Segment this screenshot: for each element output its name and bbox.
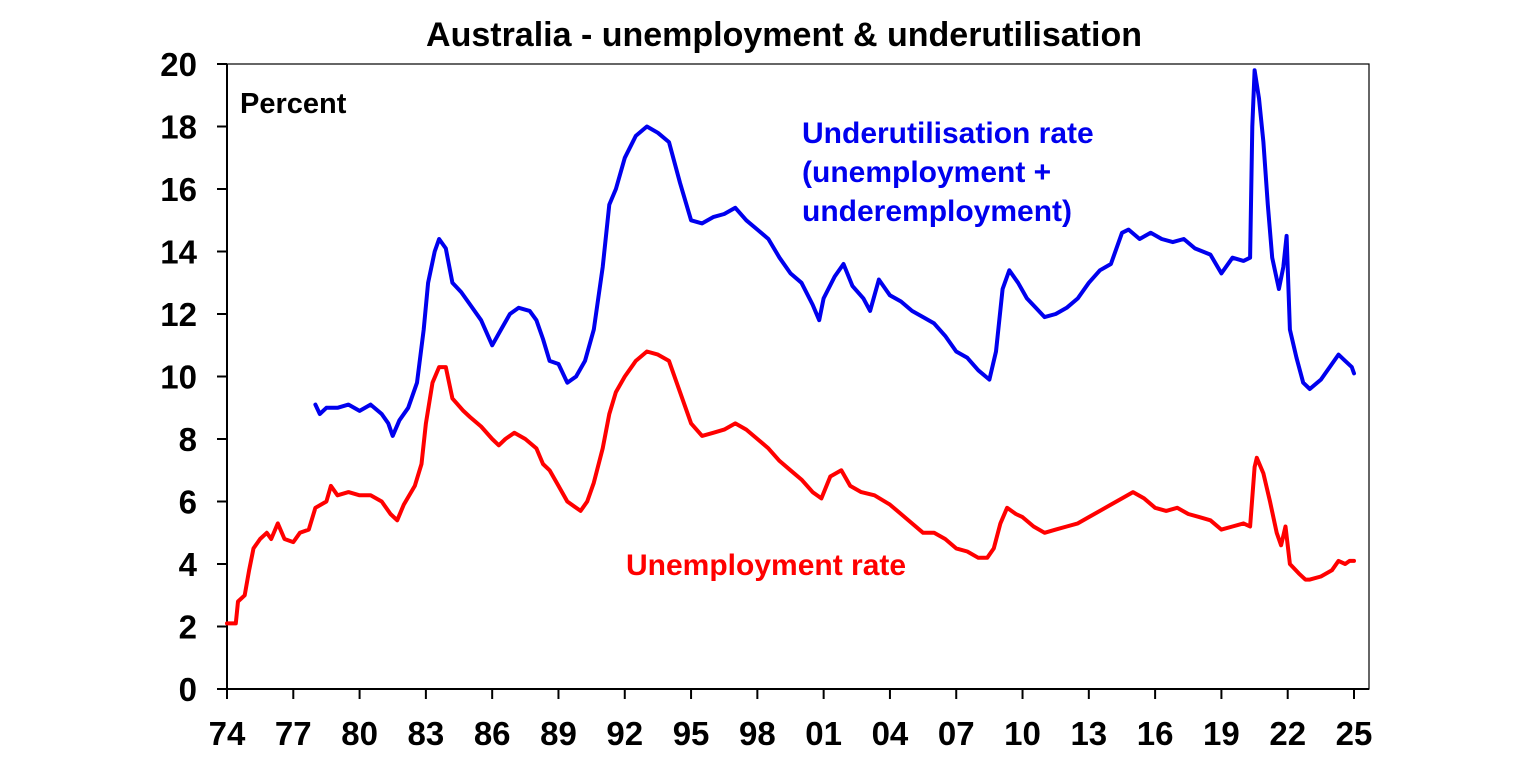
x-tick-label: 07 <box>938 715 975 752</box>
x-tick-label: 92 <box>606 715 643 752</box>
x-tick-label: 86 <box>474 715 511 752</box>
underutilisation-annotation-line-2: (unemployment + <box>802 156 1051 189</box>
x-tick-label: 83 <box>408 715 445 752</box>
unemployment-annotation: Unemployment rate <box>626 549 906 582</box>
y-tick-label: 4 <box>179 546 198 583</box>
x-tick-label: 13 <box>1070 715 1107 752</box>
x-tick-label: 80 <box>341 715 378 752</box>
underutilisation-annotation-line-1: Underutilisation rate <box>802 117 1094 150</box>
x-tick-label: 10 <box>1004 715 1041 752</box>
y-tick-label: 8 <box>179 421 197 458</box>
x-tick-label: 22 <box>1269 715 1306 752</box>
y-tick-label: 16 <box>160 171 197 208</box>
plot-area <box>226 63 1370 690</box>
y-axis-ticks: 0 2 4 6 8 10 12 14 16 18 20 <box>160 46 227 708</box>
x-tick-label: 04 <box>872 715 909 752</box>
x-tick-label: 16 <box>1137 715 1174 752</box>
x-axis-ticks: 74 77 80 83 86 89 92 95 98 01 04 07 10 13 16 19 22 25 <box>209 689 1373 752</box>
y-tick-label: 6 <box>179 484 197 521</box>
x-tick-label: 74 <box>209 715 246 752</box>
x-tick-label: 95 <box>673 715 710 752</box>
y-tick-label: 12 <box>160 296 197 333</box>
y-axis-unit-label: Percent <box>240 88 347 120</box>
x-tick-label: 98 <box>739 715 776 752</box>
y-tick-label: 14 <box>160 234 197 271</box>
y-tick-label: 0 <box>179 671 197 708</box>
x-tick-label: 89 <box>540 715 577 752</box>
unemployment-rate-line <box>225 349 1356 626</box>
underutilisation-annotation-line-3: underemployment) <box>802 195 1072 228</box>
y-tick-label: 2 <box>179 609 197 646</box>
x-tick-label: 77 <box>275 715 312 752</box>
y-tick-label: 18 <box>160 109 197 146</box>
chart-title: Australia - unemployment & underutilisat… <box>426 16 1142 54</box>
y-tick-label: 10 <box>160 359 197 396</box>
x-tick-label: 25 <box>1336 715 1373 752</box>
underutilisation-rate-line <box>313 68 1356 438</box>
x-tick-label: 01 <box>805 715 842 752</box>
y-tick-label: 20 <box>160 46 197 83</box>
series-layer <box>225 68 1356 626</box>
x-tick-label: 19 <box>1203 715 1240 752</box>
